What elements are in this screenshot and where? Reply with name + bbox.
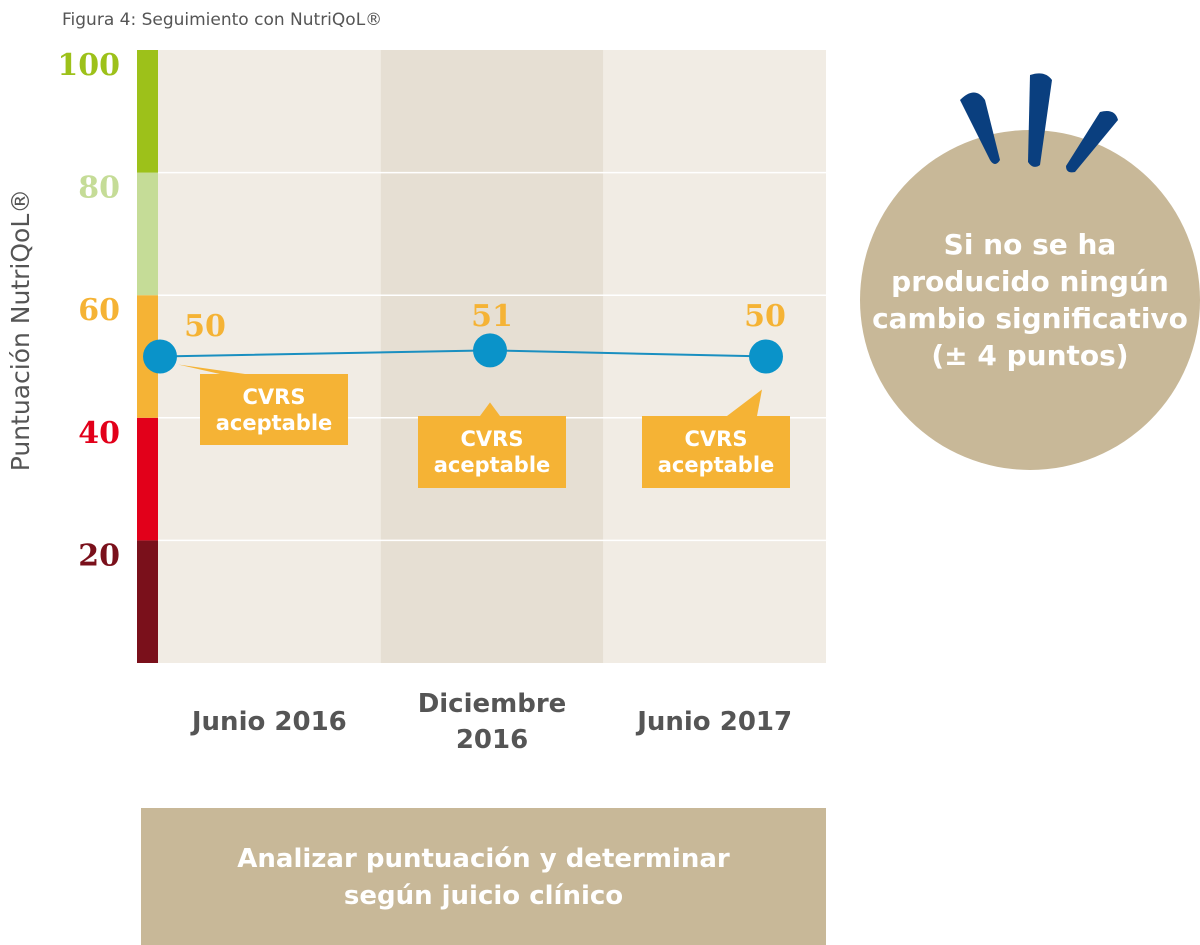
figure-title: Figura 4: Seguimiento con NutriQoL® [62, 10, 382, 30]
y-tick-label: 60 [78, 293, 120, 328]
data-label: 51 [471, 299, 513, 334]
column-band [603, 50, 826, 663]
callout: CVRS aceptable [418, 416, 566, 488]
score-band [137, 172, 158, 296]
score-band [137, 50, 158, 173]
callout-pointer [727, 389, 762, 416]
y-tick-label: 100 [57, 48, 120, 83]
drop-icon [1066, 111, 1118, 173]
footer-box [141, 808, 826, 945]
y-axis-label: Puntuación NutriQoL® [6, 189, 35, 472]
x-tick-label: Junio 2016 [191, 707, 347, 737]
data-point [749, 339, 783, 374]
score-band [137, 417, 158, 541]
y-tick-label: 40 [78, 416, 120, 451]
score-band [137, 540, 158, 663]
x-tick-label: Junio 2017 [637, 707, 793, 737]
y-tick-label: 20 [78, 538, 120, 573]
data-label: 50 [744, 299, 786, 334]
data-point [143, 339, 177, 374]
drop-icon [960, 92, 1000, 164]
bubble [860, 130, 1200, 470]
callout-pointer [178, 364, 245, 374]
data-point [473, 333, 507, 368]
callout-pointer [480, 402, 500, 416]
callout: CVRS aceptable [642, 416, 790, 488]
x-tick-label: Diciembre 2016 [417, 689, 567, 755]
bubble-text: Si no se ha producido ningún cambio sign… [872, 228, 1188, 372]
y-tick-label: 80 [78, 171, 120, 206]
data-label: 50 [184, 309, 226, 344]
callout: CVRS aceptable [200, 374, 348, 445]
drop-icon [1028, 73, 1052, 167]
footer-text: Analizar puntuación y determinar según j… [237, 843, 730, 911]
